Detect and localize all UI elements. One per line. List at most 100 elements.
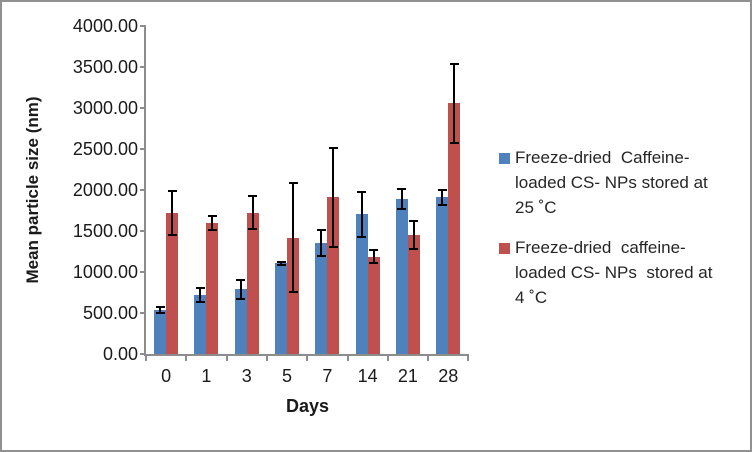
legend-label-line: 4 ˚C	[515, 288, 548, 307]
error-bar-line	[360, 190, 363, 238]
error-bar-cap	[155, 311, 165, 314]
legend-label-line: Freeze-dried caffeine-	[515, 238, 686, 257]
x-tick-mark	[306, 354, 309, 361]
y-tick-mark	[140, 312, 146, 314]
bar-series0-cat1	[194, 294, 207, 354]
error-bar-line	[211, 215, 214, 232]
bar-series0-cat3	[234, 289, 247, 354]
error-bar-line	[412, 220, 415, 250]
bar-series0-cat5	[275, 263, 288, 354]
legend-label-line: 25 ˚C	[515, 198, 557, 217]
error-bar-cap	[357, 190, 367, 193]
error-bar-series1-cat5	[288, 181, 298, 294]
y-tick-label: 3500.00	[72, 57, 138, 77]
y-tick-label: 4000.00	[72, 16, 138, 36]
error-bar-cap	[328, 246, 338, 249]
error-bar-cap	[276, 260, 286, 263]
error-bar-line	[280, 260, 283, 266]
error-bar-line	[332, 146, 335, 249]
y-tick-label: 1000.00	[72, 262, 138, 282]
error-bar-cap	[369, 249, 379, 252]
x-tick-label-7: 7	[322, 366, 333, 386]
legend-label-line: loaded CS- NPs stored at	[515, 263, 713, 282]
legend-item-1: Freeze-dried caffeine-loaded CS- NPs sto…	[497, 235, 749, 310]
legend-swatch-icon	[499, 153, 510, 164]
bar-series1-cat3	[246, 212, 259, 354]
error-bar-cap	[369, 262, 379, 265]
x-tick-label-21: 21	[397, 366, 418, 386]
error-bar-cap	[316, 254, 326, 257]
error-bar-series0-cat28	[437, 188, 447, 206]
error-bar-line	[159, 306, 162, 314]
error-bar-cap	[195, 300, 205, 303]
bar-series1-cat14	[367, 256, 380, 354]
error-bar-line	[441, 188, 444, 206]
y-axis-title: Mean particle size (nm)	[23, 96, 42, 284]
error-bar-series1-cat14	[369, 249, 379, 265]
x-tick-mark	[386, 354, 389, 361]
x-tick-mark	[427, 354, 430, 361]
error-bar-series1-cat21	[409, 220, 419, 250]
x-tick-mark	[145, 354, 147, 361]
error-bar-cap	[409, 247, 419, 250]
error-bar-cap	[449, 141, 459, 144]
error-bar-cap	[328, 146, 338, 149]
error-bar-cap	[276, 263, 286, 266]
error-bar-cap	[288, 181, 298, 184]
error-bar-line	[199, 287, 202, 303]
x-tick-mark	[346, 354, 349, 361]
x-tick-label-14: 14	[357, 366, 378, 386]
y-tick-label: 0.00	[102, 344, 138, 364]
error-bar-line	[453, 63, 456, 144]
error-bar-line	[292, 181, 295, 294]
error-bar-cap	[207, 229, 217, 232]
legend: Freeze-dried Caffeine-loaded CS- NPs sto…	[497, 145, 749, 325]
error-bar-cap	[437, 188, 447, 191]
error-bar-series1-cat1	[207, 215, 217, 232]
error-bar-series0-cat21	[397, 188, 407, 210]
error-bar-cap	[236, 278, 246, 281]
bar-series1-cat0	[166, 213, 179, 354]
x-tick-label-28: 28	[438, 366, 459, 386]
bar-series0-cat28	[436, 197, 449, 354]
bar-series1-cat5	[287, 237, 300, 354]
error-bar-cap	[357, 235, 367, 238]
y-axis-line	[144, 26, 146, 356]
error-bar-cap	[167, 234, 177, 237]
legend-swatch-icon	[499, 243, 510, 254]
error-bar-cap	[207, 215, 217, 217]
x-tick-mark	[265, 354, 268, 361]
legend-label: Freeze-dried caffeine-loaded CS- NPs sto…	[515, 235, 712, 310]
error-bar-series0-cat3	[236, 278, 246, 300]
x-tick-label-3: 3	[241, 366, 252, 386]
error-bar-cap	[397, 207, 407, 210]
legend-label: Freeze-dried Caffeine-loaded CS- NPs sto…	[515, 145, 708, 220]
error-bar-series0-cat5	[276, 260, 286, 266]
bar-series1-cat21	[407, 235, 420, 354]
error-bar-series1-cat28	[449, 63, 459, 144]
error-bar-cap	[449, 63, 459, 66]
y-tick-mark	[140, 353, 146, 355]
y-tick-mark	[140, 271, 146, 273]
error-bar-cap	[236, 297, 246, 300]
y-tick-mark	[140, 25, 146, 27]
bar-series0-cat14	[355, 214, 368, 354]
error-bar-line	[171, 190, 174, 237]
bar-series1-cat1	[206, 223, 219, 354]
error-bar-series0-cat0	[155, 306, 165, 314]
y-tick-mark	[140, 230, 146, 232]
y-tick-label: 500.00	[82, 303, 138, 323]
error-bar-cap	[288, 291, 298, 294]
error-bar-line	[372, 249, 375, 265]
error-bar-series1-cat0	[167, 190, 177, 237]
y-tick-mark	[140, 148, 146, 150]
error-bar-cap	[248, 195, 258, 198]
bar-series0-cat7	[315, 242, 328, 354]
bar-series0-cat0	[154, 310, 167, 354]
error-bar-line	[239, 278, 242, 300]
error-bar-cap	[316, 228, 326, 231]
y-tick-label: 3000.00	[72, 98, 138, 118]
error-bar-cap	[167, 190, 177, 193]
error-bar-series0-cat7	[316, 228, 326, 257]
